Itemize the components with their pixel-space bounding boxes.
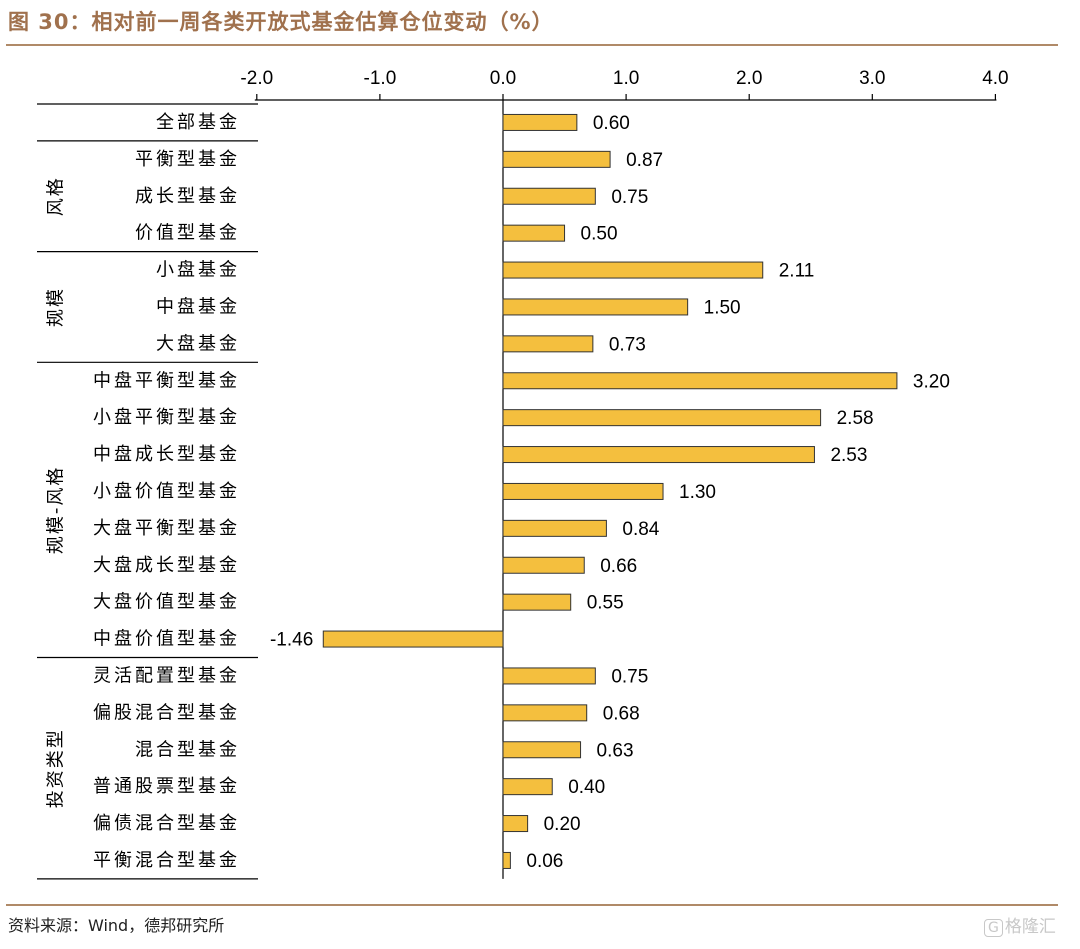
bars [322,113,898,869]
chart-title: 图 30：相对前一周各类开放式基金估算仓位变动（%） [8,10,554,34]
bar [502,778,553,796]
footer-divider [6,904,1058,906]
value-label: -1.46 [270,630,313,651]
category-label: 普通股票型基金 [93,776,240,797]
value-label: 0.68 [603,703,640,724]
value-label: 0.75 [611,187,648,208]
category-label: 中盘基金 [156,296,240,317]
value-label: 2.11 [779,261,815,282]
category-label: 大盘价值型基金 [93,592,240,613]
group-label: 投资类型 [46,728,67,808]
value-label: 3.20 [913,371,950,392]
watermark-text: 格隆汇 [1004,917,1056,937]
title-divider [6,44,1058,46]
group-label: 规模-风格 [46,466,67,555]
category-label: 价值型基金 [135,223,240,244]
category-label: 中盘成长型基金 [93,444,240,465]
bar [502,593,572,611]
category-label: 平衡混合型基金 [93,850,240,871]
watermark-g-icon: G [984,919,1003,937]
category-label: 小盘价值型基金 [93,481,240,502]
value-labels: 0.60 0.87 0.75 0.50 2.11 1.50 0.73 3.20 2.58 2.53… [270,113,950,872]
bar [502,409,822,427]
category-labels: 全部基金平衡型基金成长型基金价值型基金小盘基金中盘基金大盘基金中盘平衡型基金小盘… [93,112,240,871]
bar [502,482,664,500]
x-tick-label: 2.0 [736,68,762,89]
bar [502,150,611,168]
bar [502,667,596,685]
bar [502,187,596,205]
x-tick-label: -2.0 [240,68,273,89]
category-label: 小盘基金 [156,260,240,281]
group-label: 规模 [46,287,67,327]
bar [322,630,504,648]
value-label: 0.06 [526,851,563,872]
bar [502,851,511,869]
category-label: 偏债混合型基金 [93,813,240,834]
category-label: 灵活配置型基金 [93,665,240,686]
category-label: 中盘平衡型基金 [93,370,240,391]
category-label: 平衡型基金 [135,149,240,170]
value-label: 0.20 [544,814,581,835]
category-label: 成长型基金 [135,186,240,207]
category-label: 小盘平衡型基金 [93,407,240,428]
bar [502,298,689,316]
value-label: 0.73 [609,334,646,355]
category-label: 中盘价值型基金 [93,629,240,650]
x-tick-label: 1.0 [613,68,639,89]
value-label: 1.50 [704,297,741,318]
x-tick-label: 4.0 [982,68,1008,89]
category-label: 大盘平衡型基金 [93,518,240,539]
bar [502,741,582,759]
category-label: 混合型基金 [135,739,240,760]
bar [502,815,529,833]
value-label: 0.66 [600,556,637,577]
watermark-logo: G 格隆汇 [984,912,1056,937]
value-label: 0.60 [593,113,630,134]
bar [502,372,898,390]
value-label: 2.58 [837,408,874,429]
value-label: 0.40 [568,777,605,798]
value-label: 0.55 [587,593,624,614]
bar [502,261,764,279]
bar [502,556,585,574]
category-label: 偏股混合型基金 [93,702,240,723]
bar [502,519,607,537]
bar [502,335,594,353]
x-tick-label: 3.0 [859,68,885,89]
bar [502,113,578,131]
category-label: 大盘基金 [156,333,240,354]
bar [502,446,815,464]
source-note: 资料来源：Wind，德邦研究所 [8,916,225,935]
value-label: 1.30 [679,482,716,503]
value-label: 0.84 [622,519,659,540]
bar [502,224,566,242]
value-label: 0.75 [611,666,648,687]
value-label: 2.53 [830,445,867,466]
value-label: 0.63 [597,740,634,761]
category-label: 大盘成长型基金 [93,555,240,576]
bar [502,704,588,722]
value-label: 0.50 [581,224,618,245]
value-label: 0.87 [626,150,663,171]
x-tick-label: 0.0 [490,68,516,89]
x-tick-label: -1.0 [364,68,397,89]
group-label: 风格 [46,176,67,216]
category-label: 全部基金 [156,112,240,133]
